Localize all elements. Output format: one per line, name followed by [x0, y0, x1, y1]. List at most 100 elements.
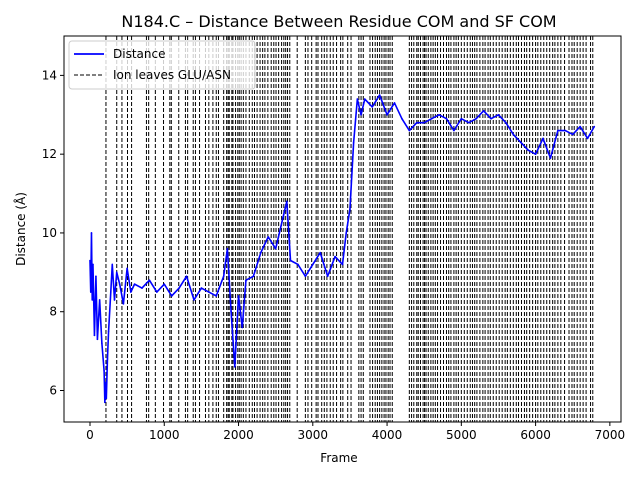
- ion-leave-lines: [105, 36, 594, 422]
- series-point: [549, 157, 552, 159]
- plot-frame: [63, 35, 622, 423]
- series-point: [274, 247, 277, 250]
- series-point: [378, 94, 381, 96]
- series-point: [170, 295, 173, 297]
- chart-title: N184.C – Distance Between Residue COM an…: [121, 12, 556, 31]
- series-point: [349, 208, 351, 211]
- series-point: [527, 149, 529, 152]
- x-tick-label: 1000: [149, 428, 180, 442]
- series-point: [148, 279, 151, 282]
- y-tick-label: 6: [49, 383, 57, 397]
- series-point: [430, 117, 433, 120]
- y-tick-label: 12: [42, 147, 57, 161]
- series-point: [482, 110, 485, 112]
- series-point: [241, 326, 244, 329]
- series-line-distance: [89, 94, 595, 404]
- series-point: [534, 153, 537, 155]
- legend: Distance Ion leaves GLU/ASN: [68, 40, 256, 90]
- series-point: [126, 267, 128, 270]
- series-point: [423, 121, 425, 124]
- x-tick-label: 2000: [223, 428, 254, 442]
- legend-distance-label: Distance: [113, 47, 165, 61]
- series-point: [122, 303, 125, 305]
- series-point: [103, 370, 105, 372]
- series-point: [490, 117, 492, 120]
- series-point: [98, 299, 101, 301]
- series-point: [91, 299, 94, 301]
- x-tick-label: 3000: [298, 428, 329, 442]
- series-point: [408, 129, 411, 132]
- series-point: [438, 113, 440, 116]
- series-point: [92, 263, 94, 266]
- series-point: [386, 113, 388, 116]
- y-axis-ticks: 6 8 10 12 14: [42, 68, 64, 397]
- series-point: [245, 279, 247, 282]
- series-point: [106, 358, 109, 360]
- series-point: [356, 98, 359, 100]
- series-point: [286, 200, 288, 203]
- y-tick-label: 8: [49, 305, 57, 319]
- series-point: [319, 251, 322, 254]
- series-point: [111, 263, 114, 266]
- series-point: [133, 283, 136, 285]
- series-point: [130, 291, 132, 293]
- series-point: [215, 295, 218, 297]
- x-axis-label: Frame: [320, 451, 357, 465]
- legend-ion-leaves-label: Ion leaves GLU/ASN: [113, 68, 231, 82]
- x-axis-ticks: 0 1000 2000 3000 4000 5000 6000 7000: [86, 422, 625, 442]
- series-point: [512, 133, 515, 136]
- series-point: [334, 255, 336, 258]
- series-point: [289, 259, 292, 262]
- series-point: [230, 310, 232, 313]
- series-point: [222, 275, 225, 278]
- series-point: [104, 401, 106, 404]
- series-point: [115, 271, 118, 274]
- series-point: [345, 232, 348, 234]
- series-point: [113, 299, 116, 301]
- series-point: [118, 283, 121, 285]
- x-tick-label: 6000: [520, 428, 551, 442]
- series-point: [475, 117, 477, 120]
- series-point: [453, 129, 455, 132]
- series-point: [105, 397, 108, 400]
- series-point: [579, 125, 581, 128]
- x-tick-label: 7000: [595, 428, 626, 442]
- series-point: [101, 342, 103, 345]
- legend-box: [68, 40, 256, 90]
- series-point: [363, 98, 366, 100]
- series-point: [586, 137, 589, 140]
- series-point: [467, 121, 470, 124]
- series-point: [564, 129, 567, 132]
- series-point: [178, 287, 180, 289]
- series-point: [252, 275, 255, 278]
- x-tick-label: 0: [86, 428, 94, 442]
- series-point: [237, 295, 240, 297]
- y-axis-label: Distance (Å): [13, 192, 28, 266]
- series-point: [90, 232, 93, 234]
- series-point: [593, 125, 596, 128]
- series-point: [89, 259, 91, 262]
- series-point: [542, 137, 544, 140]
- series-point: [505, 121, 507, 124]
- series-point: [519, 141, 522, 144]
- series-point: [193, 299, 195, 301]
- series-point: [371, 106, 374, 108]
- series-point: [393, 102, 396, 104]
- series-point: [304, 275, 307, 278]
- series-point: [260, 251, 262, 254]
- y-tick-label: 14: [42, 68, 57, 82]
- y-tick-label: 10: [42, 226, 57, 240]
- series-point: [360, 113, 362, 116]
- series-point: [93, 334, 96, 337]
- series-point: [141, 287, 143, 289]
- series-point: [163, 283, 166, 285]
- x-tick-label: 5000: [446, 428, 477, 442]
- series-point: [267, 236, 270, 238]
- series-point: [497, 113, 500, 116]
- series-point: [326, 275, 329, 278]
- series-point: [89, 291, 92, 293]
- series-point: [297, 263, 299, 266]
- series-point: [226, 247, 229, 250]
- series-point: [208, 291, 210, 293]
